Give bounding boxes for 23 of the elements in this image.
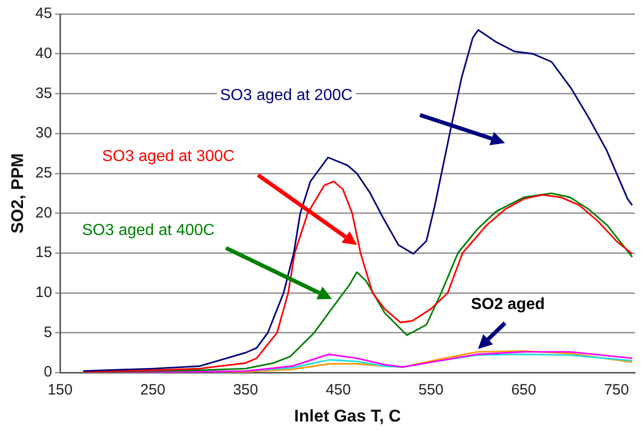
y-tick-label: 15 <box>35 244 52 262</box>
y-axis-title: SO2, PPM <box>8 153 27 234</box>
annotation: SO2 aged <box>468 296 548 314</box>
y-tick-label: 35 <box>35 84 52 102</box>
y-tick-label: 0 <box>44 364 52 381</box>
text: SO3 aged at 200C <box>217 87 356 105</box>
y-tick-label: 40 <box>35 44 52 62</box>
text: SO3 aged at 400C <box>79 222 218 240</box>
x-tick-label: 250 <box>140 382 166 399</box>
y-tick-label: 10 <box>35 284 52 302</box>
y-tick-label: 5 <box>44 324 52 341</box>
x-tick-label: 650 <box>511 382 536 399</box>
y-tick-label: 25 <box>35 164 52 182</box>
y-tick-label: 45 <box>35 5 52 22</box>
x-tick-label: 350 <box>233 382 258 399</box>
y-tick-label: 20 <box>35 204 52 222</box>
x-tick-label: 450 <box>326 382 351 399</box>
x-axis-title: Inlet Gas T, C <box>294 406 401 426</box>
x-tick-label: 750 <box>604 382 629 399</box>
x-tick-label: 550 <box>418 382 444 399</box>
y-tick-label: 30 <box>35 124 52 142</box>
x-tick-label: 150 <box>48 382 73 399</box>
text: SO3 aged at 300C <box>99 148 238 166</box>
